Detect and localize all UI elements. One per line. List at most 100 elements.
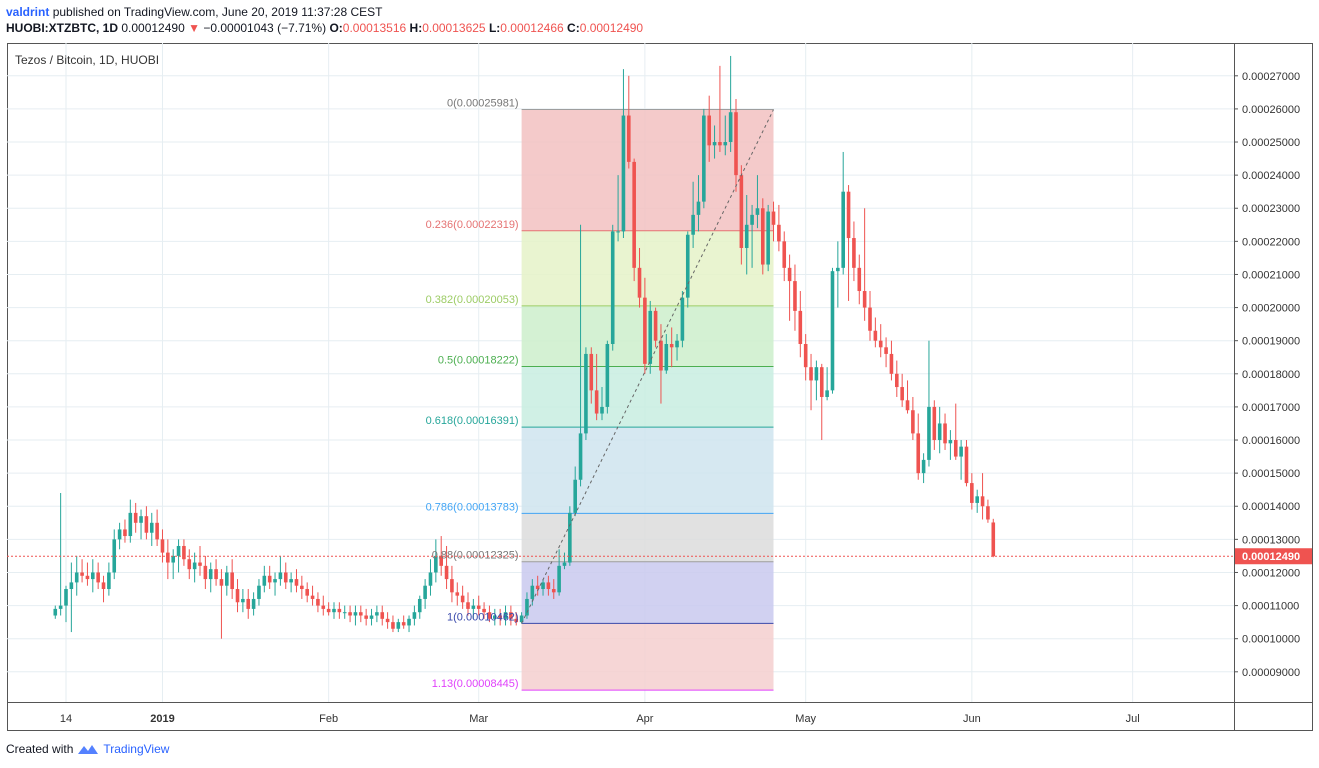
y-tick-label: 0.00024000	[1242, 170, 1300, 182]
candle-body	[192, 562, 197, 570]
candle-body	[702, 115, 706, 202]
y-tick-label: 0.00016000	[1242, 435, 1300, 447]
y-tick-label: 0.00026000	[1242, 104, 1300, 116]
candle-body	[621, 115, 626, 232]
y-tick-label: 0.00017000	[1242, 402, 1300, 414]
candle-body	[171, 555, 175, 563]
candle-body	[176, 545, 181, 556]
candle-body	[921, 459, 926, 474]
fib-zone	[521, 305, 774, 367]
fib-zone	[521, 513, 774, 562]
candle-body	[852, 238, 856, 268]
candle-body	[728, 112, 733, 143]
candle-body	[830, 271, 835, 391]
candle-body	[273, 579, 277, 583]
candle-body	[659, 340, 663, 371]
fib-zone	[521, 623, 774, 691]
candle-body	[498, 615, 502, 619]
candle-body	[257, 585, 261, 599]
candle-body	[348, 612, 352, 616]
candle-body	[283, 572, 288, 583]
candle-body	[766, 211, 770, 265]
low-value: 0.00012466	[500, 21, 564, 35]
candle-body	[664, 344, 669, 371]
candle-body	[58, 605, 63, 609]
candle-body	[326, 608, 331, 613]
y-tick-label: 0.00025000	[1242, 137, 1300, 149]
publish-line: valdrint published on TradingView.com, J…	[6, 4, 643, 20]
candle-body	[80, 572, 84, 576]
candle-body	[793, 281, 797, 311]
footer: Created with TradingView	[6, 742, 169, 756]
candle-body	[305, 589, 309, 596]
candle-body	[771, 211, 776, 225]
fib-level-label: 0.786(0.00013783)	[426, 501, 519, 513]
candle-body	[836, 267, 840, 272]
candle-body	[380, 612, 385, 619]
candle-body	[503, 612, 508, 619]
candle-body	[964, 446, 969, 484]
candle-body	[712, 142, 717, 146]
candle-body	[648, 310, 653, 364]
candle-body	[493, 615, 497, 619]
candle-body	[219, 579, 224, 586]
candle-body	[289, 579, 293, 583]
candle-body	[353, 612, 358, 616]
candle-body	[434, 555, 438, 573]
fib-level-label: 0.236(0.00022319)	[426, 219, 519, 231]
candle-body	[74, 572, 79, 583]
author-link[interactable]: valdrint	[6, 5, 50, 19]
candle-body	[937, 423, 942, 441]
candle-body	[396, 622, 401, 629]
candle-body	[905, 400, 910, 411]
candle-body	[675, 340, 679, 348]
candle-body	[927, 406, 931, 460]
candle-body	[825, 390, 829, 397]
candle-body	[514, 618, 519, 623]
candle-body	[932, 406, 937, 441]
x-tick-label: Apr	[636, 713, 653, 725]
candle-body	[385, 618, 390, 623]
open-label: O:	[329, 21, 343, 35]
y-tick-label: 0.00015000	[1242, 468, 1300, 480]
candle-body	[970, 483, 974, 503]
candle-body	[182, 545, 186, 560]
fib-zone	[521, 561, 774, 624]
last-price-badge	[1235, 548, 1312, 565]
candle-body	[535, 585, 540, 590]
candle-body	[589, 353, 594, 391]
y-tick-label: 0.00022000	[1242, 236, 1300, 248]
y-tick-label: 0.00014000	[1242, 501, 1300, 513]
candle-body	[112, 539, 117, 573]
candle-body	[605, 344, 610, 407]
chart-area[interactable]: 0(0.00025981) 0.236(0.00022319) 0.382(0.00…	[7, 43, 1313, 731]
candle-body	[814, 367, 819, 381]
fib-level-label: 1.13(0.00008445)	[432, 678, 519, 690]
candle-body	[187, 559, 192, 570]
candle-body	[991, 522, 996, 557]
candle-body	[466, 602, 470, 609]
price-change: −0.00001043 (−7.71%)	[203, 21, 327, 35]
candle-body	[862, 291, 867, 308]
candle-body	[364, 615, 368, 619]
candle-body	[959, 446, 963, 457]
candle-body	[214, 569, 218, 580]
candle-body	[294, 579, 299, 586]
candle-body	[803, 344, 808, 368]
candle-body	[321, 605, 326, 609]
candle-body	[980, 496, 985, 507]
candle-body	[476, 605, 481, 609]
candle-body	[101, 582, 106, 590]
candle-body	[718, 142, 722, 146]
low-label: L:	[488, 21, 501, 35]
candle-body	[225, 572, 229, 586]
candle-body	[562, 562, 567, 566]
tradingview-link[interactable]: TradingView	[103, 742, 170, 756]
x-tick-label: 2019	[150, 713, 174, 725]
candle-body	[117, 529, 122, 540]
candle-body	[884, 347, 888, 354]
candle-body	[755, 208, 760, 215]
candle-body	[916, 433, 921, 474]
candlestick-chart[interactable]: 0(0.00025981) 0.236(0.00022319) 0.382(0.00…	[7, 43, 1313, 731]
candle-body	[53, 608, 58, 616]
